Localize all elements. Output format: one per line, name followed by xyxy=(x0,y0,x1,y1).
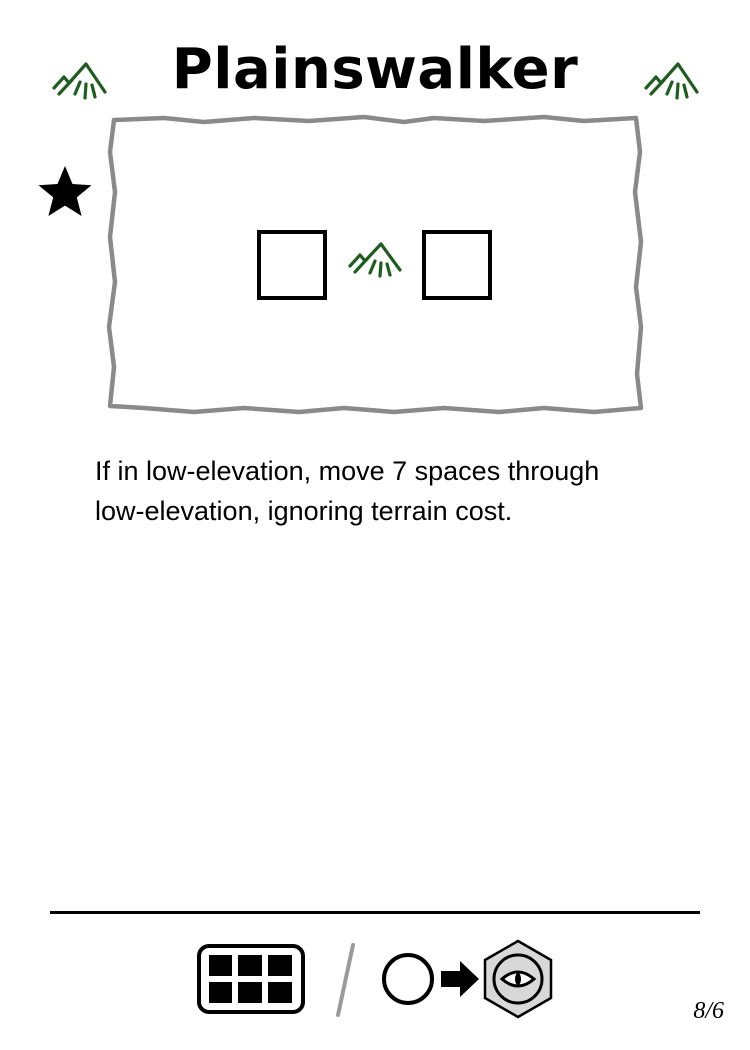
footer-icon-row xyxy=(197,939,553,1019)
star-icon xyxy=(38,166,92,216)
grass-terrain-icon xyxy=(52,62,107,100)
grid-card-icon xyxy=(197,944,305,1014)
footer-divider xyxy=(50,911,700,914)
arrow-right-icon xyxy=(441,961,479,997)
empty-square-icon xyxy=(257,230,327,300)
circle-icon xyxy=(382,953,434,1005)
card-art-frame xyxy=(106,114,644,415)
empty-square-icon xyxy=(422,230,492,300)
card-title: Plainswalker xyxy=(171,37,579,102)
grass-terrain-icon xyxy=(644,62,699,100)
page-number: 8/6 xyxy=(693,998,724,1024)
slash-divider xyxy=(336,943,355,1017)
hex-eye-icon xyxy=(483,939,553,1019)
ability-text: If in low-elevation, move 7 spaces throu… xyxy=(95,456,600,526)
grass-terrain-icon xyxy=(348,242,402,278)
